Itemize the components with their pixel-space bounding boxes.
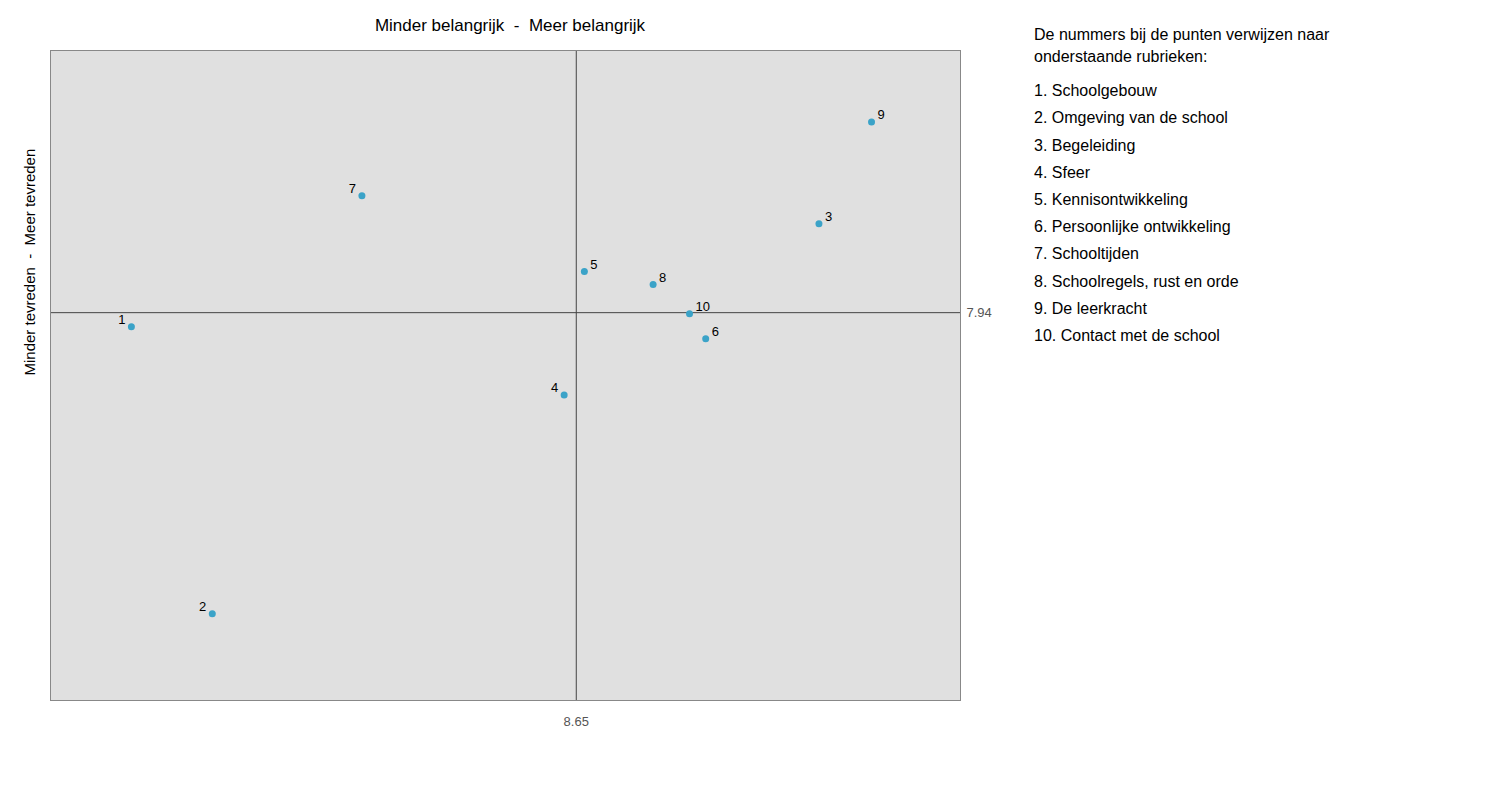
svg-text:9: 9: [878, 107, 885, 122]
html-text:Minder belangrijk - Meer belan: Minder belangrijk - Meer belangrijk: [374, 16, 646, 35]
svg-text:10: 10: [696, 299, 710, 314]
svg-text:4: 4: [551, 380, 558, 395]
svg-text:8.65: 8.65: [564, 714, 589, 729]
html-text:9. De leerkracht: 9. De leerkracht: [1034, 299, 1147, 317]
html-text:8. Schoolregels, rust en orde: 8. Schoolregels, rust en orde: [1034, 272, 1239, 290]
svg-text:1: 1: [118, 312, 125, 327]
html-text:4. Sfeer: 4. Sfeer: [1034, 163, 1090, 181]
html-text:2. Omgeving van de school: 2. Omgeving van de school: [1034, 109, 1228, 127]
html-text:6. Persoonlijke ontwikkeling: 6. Persoonlijke ontwikkeling: [1034, 218, 1231, 236]
svg-text:Minder tevreden - Meer tevre: Minder tevreden - Meer tevreden: [21, 149, 38, 376]
svg-text:8: 8: [659, 270, 666, 285]
html-text:7. Schooltijden: 7. Schooltijden: [1034, 245, 1139, 263]
svg-text:7: 7: [349, 181, 356, 196]
svg-text:5: 5: [590, 257, 597, 272]
html-text:3. Begeleiding: 3. Begeleiding: [1034, 136, 1136, 154]
svg-text:6: 6: [712, 324, 719, 339]
svg-text:2: 2: [199, 599, 206, 614]
html-text:10. Contact met de school: 10. Contact met de school: [1034, 326, 1220, 344]
html-text:onderstaande rubrieken:: onderstaande rubrieken:: [1034, 47, 1208, 65]
html-text:1. Schoolgebouw: 1. Schoolgebouw: [1034, 82, 1157, 100]
svg-text:7.94: 7.94: [967, 305, 992, 320]
html-text:5. Kennisontwikkeling: 5. Kennisontwikkeling: [1034, 190, 1188, 208]
svg-text:3: 3: [825, 209, 832, 224]
html-text:De nummers bij de punten verwi: De nummers bij de punten verwijzen naar: [1034, 26, 1330, 43]
